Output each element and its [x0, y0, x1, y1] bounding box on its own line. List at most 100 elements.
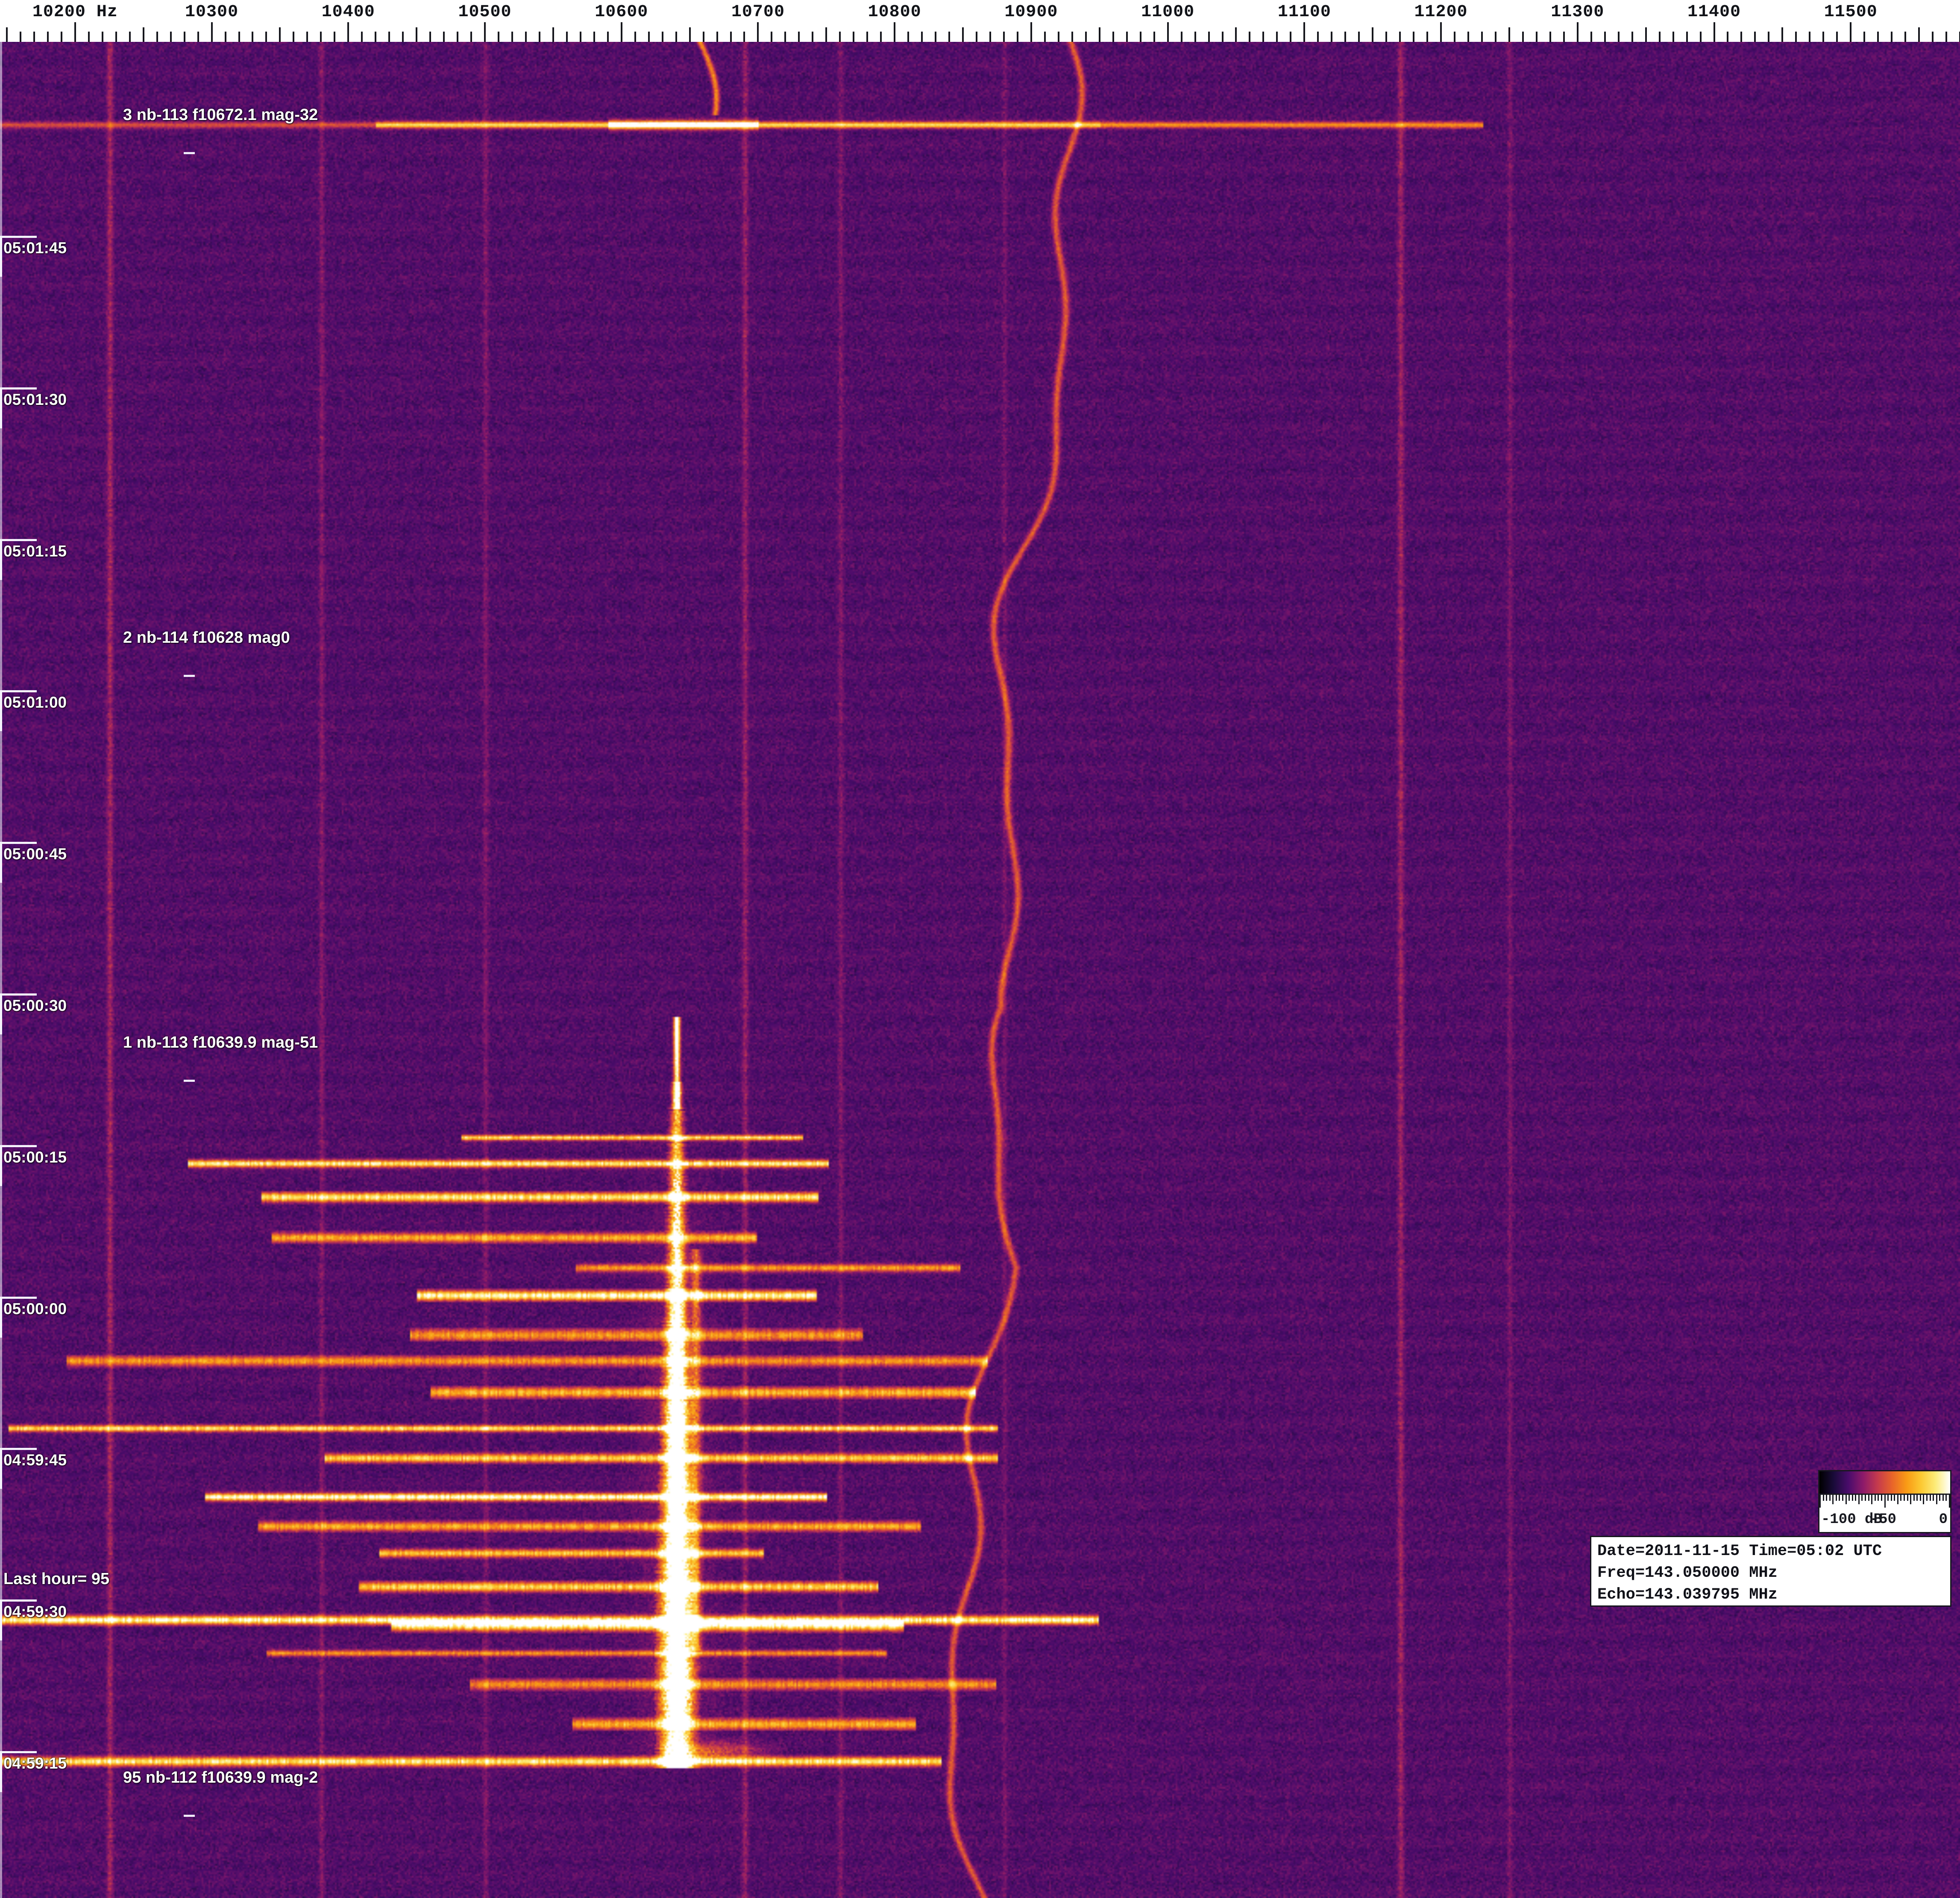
- colorbar-tick: [1939, 1495, 1940, 1501]
- colorbar-tick: [1904, 1495, 1905, 1501]
- event-annotation: 2 nb-114 f10628 mag0: [123, 629, 290, 647]
- frequency-minor-tick: [293, 32, 294, 42]
- frequency-minor-tick: [1891, 32, 1893, 42]
- frequency-major-tick: [484, 22, 486, 42]
- colorbar-tick: [1945, 1495, 1947, 1501]
- frequency-axis-label: 10400: [322, 3, 375, 22]
- colorbar-tick: [1875, 1495, 1876, 1501]
- frequency-minor-tick: [429, 32, 431, 42]
- frequency-minor-tick: [1112, 32, 1114, 42]
- colorbar-max-label: 0: [1939, 1511, 1948, 1528]
- frequency-minor-tick: [1590, 32, 1592, 42]
- frequency-minor-tick: [143, 27, 144, 42]
- frequency-minor-tick: [1481, 32, 1483, 42]
- frequency-axis-label: 11500: [1824, 3, 1878, 22]
- frequency-minor-tick: [47, 32, 49, 42]
- frequency-minor-tick: [989, 32, 991, 42]
- frequency-minor-tick: [580, 32, 581, 42]
- colorbar-tick: [1930, 1495, 1931, 1501]
- event-marker-dash: [184, 152, 195, 154]
- frequency-minor-tick: [1659, 32, 1661, 42]
- frequency-axis-label: 10700: [731, 3, 785, 22]
- colorbar-legend: -100 dB -50 0: [1818, 1470, 1951, 1533]
- colorbar-tick: [1842, 1495, 1843, 1501]
- frequency-minor-tick: [265, 32, 267, 42]
- frequency-minor-tick: [1181, 32, 1182, 42]
- frequency-minor-tick: [1044, 32, 1046, 42]
- frequency-minor-tick: [115, 32, 117, 42]
- frequency-minor-tick: [539, 32, 540, 42]
- event-annotation: 95 nb-112 f10639.9 mag-2: [123, 1769, 318, 1787]
- frequency-minor-tick: [129, 32, 131, 42]
- frequency-major-tick: [1303, 22, 1305, 42]
- info-echo-line: Echo=143.039795 MHz: [1597, 1584, 1944, 1606]
- frequency-minor-tick: [648, 32, 650, 42]
- frequency-minor-tick: [320, 32, 322, 42]
- frequency-minor-tick: [976, 32, 977, 42]
- colorbar-tick: [1855, 1495, 1856, 1501]
- event-annotation: 3 nb-113 f10672.1 mag-32: [123, 106, 318, 124]
- frequency-minor-tick: [1904, 32, 1906, 42]
- frequency-minor-tick: [1672, 32, 1674, 42]
- frequency-minor-tick: [593, 32, 595, 42]
- frequency-minor-tick: [156, 32, 158, 42]
- frequency-major-tick: [1167, 22, 1169, 42]
- frequency-minor-tick: [498, 32, 499, 42]
- frequency-minor-tick: [921, 32, 923, 42]
- frequency-minor-tick: [1918, 27, 1920, 42]
- colorbar-tick: [1829, 1495, 1831, 1501]
- frequency-minor-tick: [416, 27, 417, 42]
- colorbar-tick: [1949, 1495, 1950, 1508]
- colorbar-tick: [1871, 1495, 1872, 1504]
- frequency-minor-tick: [1768, 32, 1769, 42]
- frequency-minor-tick: [20, 32, 21, 42]
- frequency-minor-tick: [1222, 32, 1224, 42]
- frequency-minor-tick: [1208, 32, 1210, 42]
- frequency-axis-label: 10200 Hz: [32, 3, 118, 22]
- frequency-minor-tick: [1822, 32, 1824, 42]
- frequency-minor-tick: [689, 27, 691, 42]
- colorbar-tick: [1836, 1495, 1837, 1501]
- frequency-minor-tick: [1235, 27, 1237, 42]
- frequency-minor-tick: [743, 32, 745, 42]
- frequency-minor-tick: [948, 32, 950, 42]
- frequency-minor-tick: [1290, 32, 1291, 42]
- frequency-minor-tick: [1508, 27, 1510, 42]
- spectrogram-plot-area[interactable]: [0, 42, 1960, 1898]
- colorbar-labels: -100 dB -50 0: [1819, 1511, 1950, 1533]
- frequency-axis-label: 10900: [1004, 3, 1058, 22]
- frequency-minor-tick: [1003, 32, 1005, 42]
- frequency-minor-tick: [1399, 32, 1401, 42]
- frequency-major-tick: [211, 22, 213, 42]
- frequency-minor-tick: [102, 32, 103, 42]
- frequency-minor-tick: [334, 32, 335, 42]
- frequency-minor-tick: [716, 32, 718, 42]
- colorbar-tick: [1858, 1495, 1860, 1504]
- frequency-minor-tick: [197, 32, 199, 42]
- frequency-minor-tick: [402, 32, 404, 42]
- frequency-major-tick: [757, 22, 759, 42]
- frequency-minor-tick: [1071, 32, 1073, 42]
- info-box: Date=2011-11-15 Time=05:02 UTC Freq=143.…: [1590, 1536, 1951, 1607]
- frequency-minor-tick: [1358, 32, 1360, 42]
- frequency-minor-tick: [1276, 32, 1278, 42]
- frequency-major-tick: [1030, 22, 1032, 42]
- colorbar-tick: [1926, 1495, 1928, 1501]
- frequency-major-tick: [1850, 22, 1851, 42]
- colorbar-gradient: [1819, 1471, 1950, 1494]
- frequency-minor-tick: [1809, 32, 1810, 42]
- colorbar-tick: [1881, 1495, 1882, 1501]
- frequency-axis-label: 10600: [595, 3, 648, 22]
- frequency-major-tick: [347, 22, 349, 42]
- frequency-minor-tick: [962, 27, 964, 42]
- event-marker-dash: [184, 675, 195, 677]
- frequency-axis-label: 11000: [1141, 3, 1194, 22]
- frequency-minor-tick: [443, 32, 445, 42]
- colorbar-tick: [1868, 1495, 1869, 1501]
- frequency-minor-tick: [1140, 32, 1141, 42]
- frequency-minor-tick: [675, 32, 677, 42]
- spectrogram-heatmap[interactable]: [0, 42, 1960, 1898]
- frequency-minor-tick: [1495, 32, 1496, 42]
- colorbar-tick: [1861, 1495, 1863, 1501]
- frequency-minor-tick: [1631, 32, 1633, 42]
